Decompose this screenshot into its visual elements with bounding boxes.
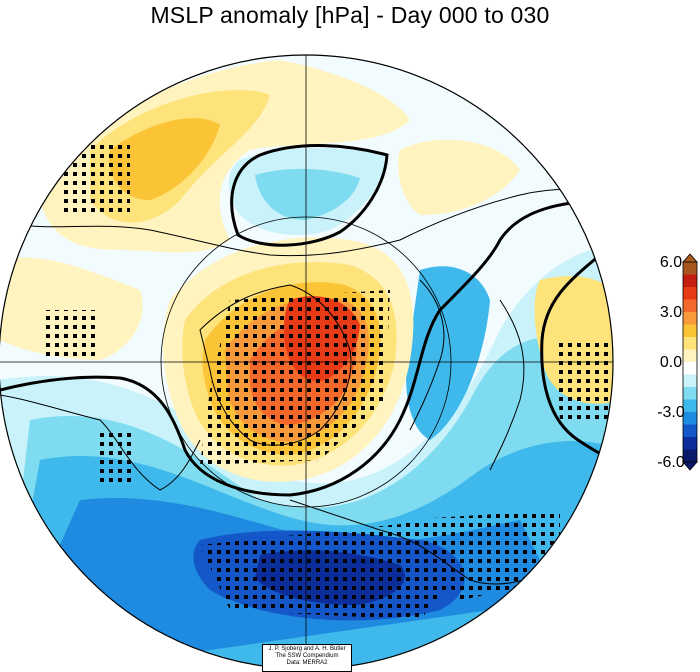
credit-line: J. P. Sjoberg and A. H. Butler	[268, 646, 346, 652]
coastlines	[0, 188, 613, 585]
colorbar	[682, 253, 698, 471]
graticule	[0, 55, 613, 669]
colorbar-max-arrow	[682, 253, 698, 263]
colorbar-tick-label: -3.0	[657, 404, 685, 421]
significance-stippling	[45, 140, 613, 620]
map-title: MSLP anomaly [hPa] - Day 000 to 030	[150, 2, 550, 28]
colorbar-tick-label: 6.0	[659, 254, 683, 271]
anomaly-field	[0, 55, 613, 669]
colorbar-tick-label: 3.0	[659, 304, 683, 321]
colorbar-tick-label: 0.0	[659, 354, 683, 371]
colorbar-tick-label: -6.0	[657, 454, 685, 471]
colorbar-min-arrow	[682, 461, 698, 471]
credit-box: J. P. Sjoberg and A. H. Butler The SSW C…	[262, 644, 352, 672]
credit-line: The SSW Compendium	[275, 653, 339, 659]
credit-line: Data: MERRA2	[286, 660, 328, 666]
